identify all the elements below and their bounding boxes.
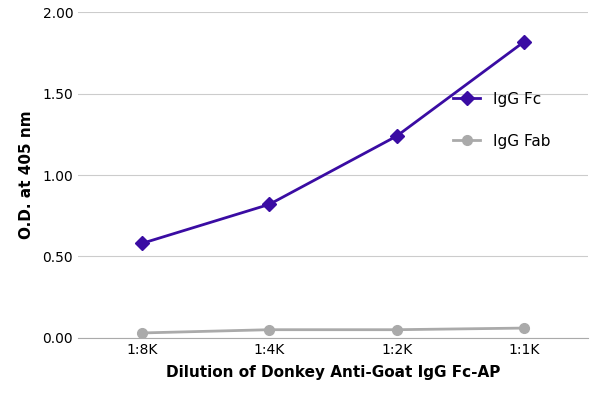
IgG Fc (393, 133, 400, 138)
IgG Fab (521, 325, 528, 330)
IgG Fab (266, 327, 273, 332)
IgG Fc (521, 39, 528, 44)
Line: IgG Fab: IgG Fab (137, 323, 529, 338)
Line: IgG Fc: IgG Fc (137, 37, 529, 248)
Legend: IgG Fc, IgG Fab: IgG Fc, IgG Fab (453, 91, 550, 149)
IgG Fc (266, 202, 273, 207)
IgG Fab (393, 327, 400, 332)
IgG Fc (138, 241, 145, 246)
IgG Fab (138, 330, 145, 335)
X-axis label: Dilution of Donkey Anti-Goat IgG Fc-AP: Dilution of Donkey Anti-Goat IgG Fc-AP (166, 365, 500, 380)
Y-axis label: O.D. at 405 nm: O.D. at 405 nm (19, 111, 34, 239)
